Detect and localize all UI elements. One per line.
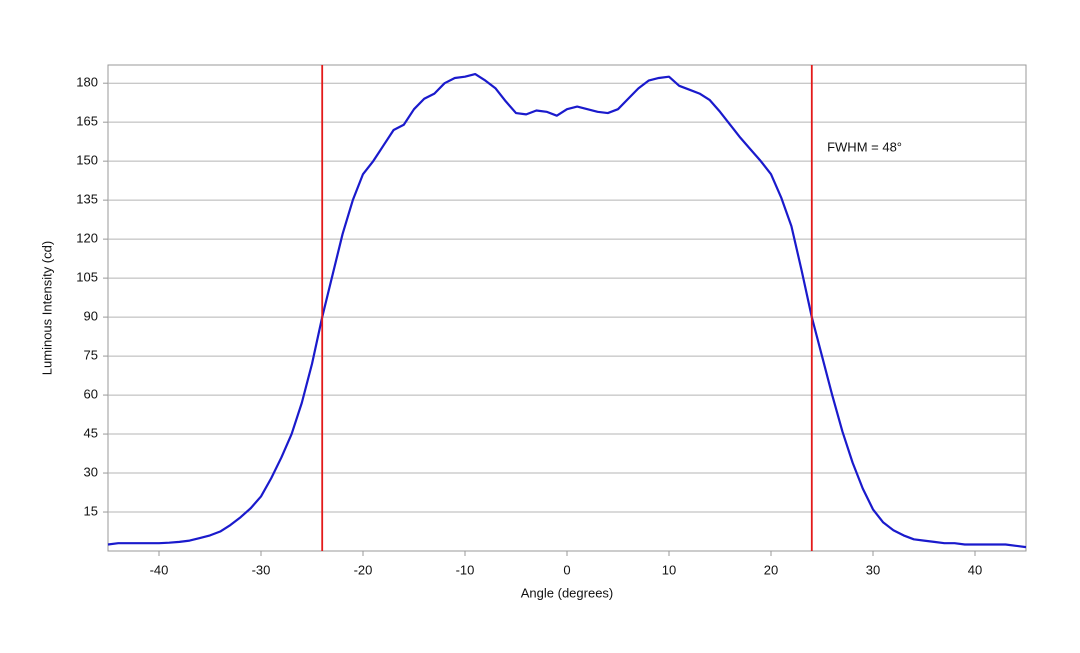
plot-area: [107, 64, 1027, 552]
y-tick-label: 165: [76, 114, 98, 129]
x-tick-label: -40: [150, 562, 169, 577]
y-tick-label: 180: [76, 75, 98, 90]
y-tick-label: 45: [84, 425, 98, 440]
x-tick-label: -10: [456, 562, 475, 577]
y-tick-label: 90: [84, 309, 98, 324]
x-tick-label: 30: [866, 562, 880, 577]
y-tick-label: 105: [76, 270, 98, 285]
y-tick-label: 135: [76, 192, 98, 207]
x-tick-label: -20: [354, 562, 373, 577]
x-tick-label: 10: [662, 562, 676, 577]
y-axis-label: Luminous Intensity (cd): [39, 241, 54, 375]
data-line: [107, 73, 1027, 549]
y-tick-label: 60: [84, 387, 98, 402]
y-tick-label: 120: [76, 231, 98, 246]
x-tick-label: 20: [764, 562, 778, 577]
x-tick-label: -30: [252, 562, 271, 577]
y-tick-label: 15: [84, 503, 98, 518]
x-axis-label: Angle (degrees): [521, 585, 614, 600]
y-tick-label: 30: [84, 464, 98, 479]
x-tick-label: 0: [563, 562, 570, 577]
y-tick-label: 75: [84, 348, 98, 363]
y-tick-label: 150: [76, 153, 98, 168]
x-tick-label: 40: [968, 562, 982, 577]
annotation: FWHM = 48°: [827, 140, 902, 155]
